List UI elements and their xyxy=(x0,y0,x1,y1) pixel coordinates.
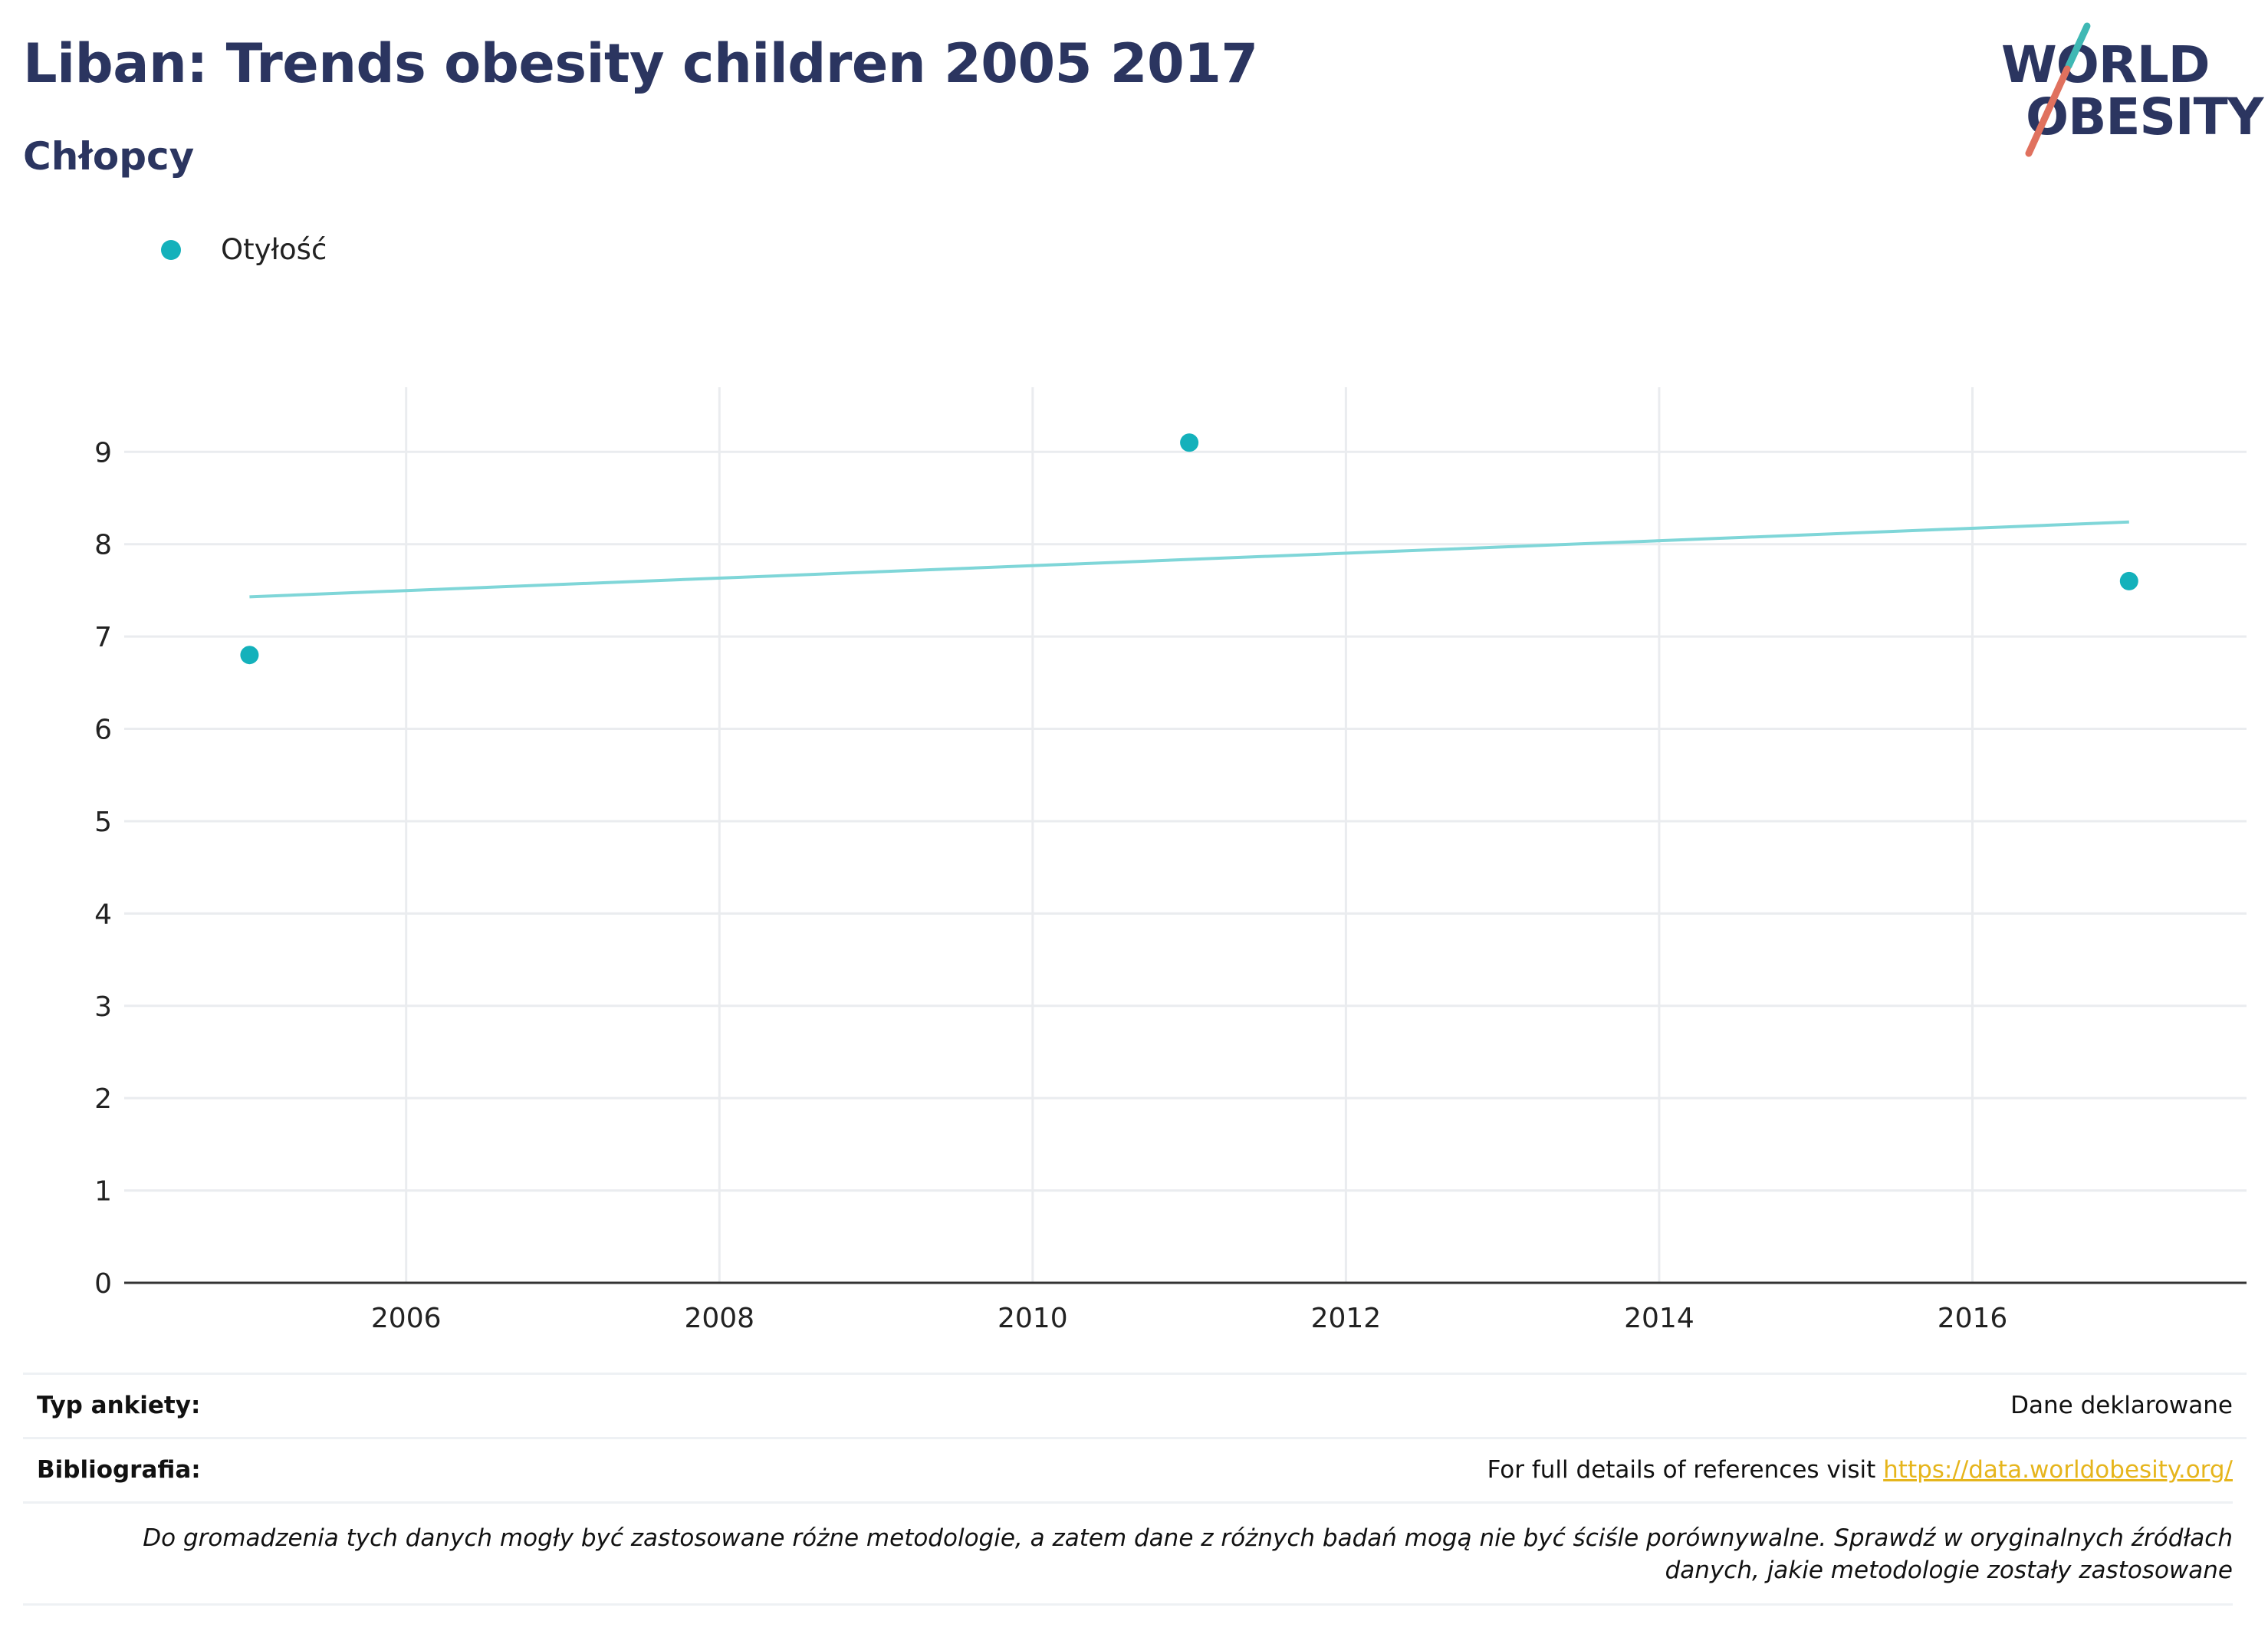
references-value: For full details of references visit htt… xyxy=(1487,1456,2233,1484)
x-tick-label: 2012 xyxy=(1311,1303,1382,1334)
scatter-chart: 0 1 2 3 4 5 6 7 8 9 2006 2008 2010 2012 2014 2016 xyxy=(94,387,2247,1334)
x-tick-label: 2010 xyxy=(998,1303,1068,1334)
y-tick-label: 1 xyxy=(94,1176,112,1208)
chart-axes: 0 1 2 3 4 5 6 7 8 9 2006 2008 2010 2012 2014 2016 xyxy=(94,437,2247,1334)
logo-slash-icon xyxy=(2025,22,2091,157)
x-tick-label: 2014 xyxy=(1624,1303,1694,1334)
trend-line-layer xyxy=(249,520,2129,599)
footer-references-row: Bibliografia: For full details of refere… xyxy=(23,1437,2247,1504)
world-obesity-logo[interactable]: WORLD OBESITY xyxy=(2001,21,2263,163)
methodology-note: Do gromadzenia tych danych mogły być zas… xyxy=(23,1501,2233,1606)
references-label: Bibliografia: xyxy=(37,1456,201,1484)
y-tick-label: 7 xyxy=(94,622,112,653)
data-point[interactable] xyxy=(1180,433,1199,452)
y-tick-label: 9 xyxy=(94,437,112,469)
y-tick-label: 3 xyxy=(94,991,112,1023)
chart-title: Liban: Trends obesity children 2005 2017 xyxy=(23,32,1258,95)
legend-marker-otylosc xyxy=(161,240,181,260)
x-tick-label: 2008 xyxy=(684,1303,754,1334)
survey-type-label: Typ ankiety: xyxy=(37,1392,201,1419)
y-tick-label: 5 xyxy=(94,807,112,838)
survey-type-value: Dane deklarowane xyxy=(2010,1392,2233,1419)
y-tick-label: 6 xyxy=(94,715,112,746)
chart-subtitle: Chłopcy xyxy=(23,134,195,179)
y-tick-label: 0 xyxy=(94,1268,112,1300)
trend-line xyxy=(249,520,2129,599)
grid-lines xyxy=(124,387,2247,1283)
references-text: For full details of references visit xyxy=(1487,1456,1884,1484)
y-tick-label: 2 xyxy=(94,1083,112,1115)
y-tick-label: 8 xyxy=(94,530,112,561)
methodology-note-line-1: Do gromadzenia tych danych mogły być zas… xyxy=(143,1524,2233,1552)
data-point[interactable] xyxy=(240,646,259,665)
data-point[interactable] xyxy=(2119,571,2138,590)
legend-label-otylosc: Otyłość xyxy=(221,233,327,266)
data-points xyxy=(240,433,2138,665)
logo-line-1: WORLD xyxy=(2001,35,2210,94)
logo-line-2: OBESITY xyxy=(2026,87,2263,146)
methodology-note-line-2: danych, jakie metodologie zostały zastos… xyxy=(1665,1557,2233,1584)
y-tick-label: 4 xyxy=(94,899,112,930)
x-tick-label: 2016 xyxy=(1938,1303,2008,1334)
x-tick-label: 2006 xyxy=(371,1303,442,1334)
references-link[interactable]: https://data.worldobesity.org/ xyxy=(1883,1456,2233,1484)
footer-survey-type-row: Typ ankiety: Dane deklarowane xyxy=(23,1373,2247,1439)
